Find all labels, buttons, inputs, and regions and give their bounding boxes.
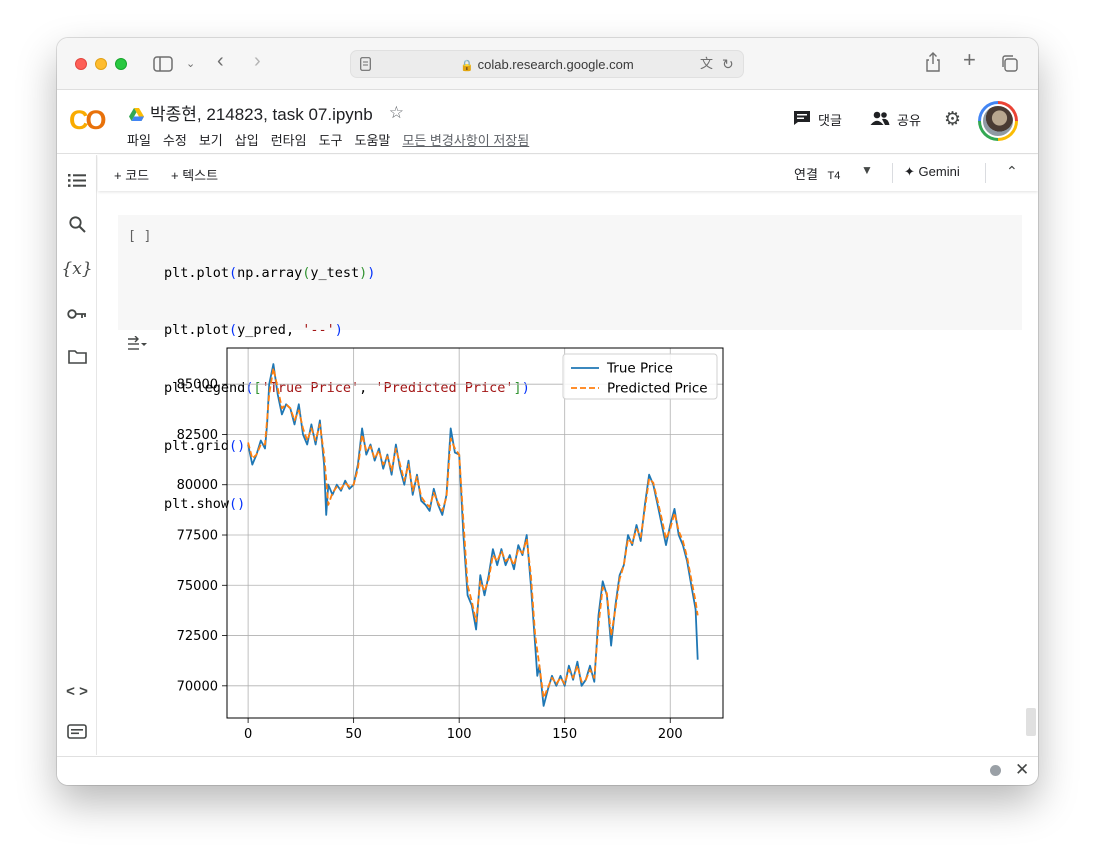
left-sidebar: {x} < > (57, 155, 97, 755)
search-icon[interactable] (57, 216, 97, 238)
plot-frame (226, 347, 724, 719)
user-avatar[interactable] (978, 101, 1018, 141)
url-label: colab.research.google.com (477, 57, 634, 72)
address-bar[interactable]: 🔒 colab.research.google.com 文 ↻ (350, 50, 744, 78)
save-status-link[interactable]: 모든 변경사항이 저장됨 (402, 133, 530, 148)
chevron-down-icon[interactable]: ⌄ (186, 58, 196, 70)
gemini-label: Gemini (918, 164, 960, 179)
files-folder-icon[interactable] (57, 349, 97, 369)
output-toggle-icon[interactable] (127, 335, 147, 356)
browser-toolbar: ⌄ ‹ › 🔒 colab.research.google.com 文 ↻ + (57, 38, 1038, 90)
runtime-dropdown-icon[interactable]: ▼ (861, 163, 873, 177)
menu-view[interactable]: 보기 (198, 133, 223, 148)
y-tick-label: 75000 (177, 579, 218, 594)
lock-icon: 🔒 (460, 60, 474, 72)
runtime-type-label: T4 (827, 170, 841, 182)
comment-button[interactable]: 댓글 (793, 110, 842, 129)
connect-label: 연결 (794, 167, 818, 182)
comment-icon (793, 110, 811, 129)
code-cell[interactable]: [ ] plt.plot(np.array(y_test)) plt.plot(… (118, 215, 1022, 512)
table-of-contents-icon[interactable] (57, 173, 97, 193)
status-footer: ✕ (57, 756, 1038, 785)
status-dot-icon (990, 765, 1001, 776)
add-text-button[interactable]: + 텍스트 (171, 168, 219, 183)
menu-insert[interactable]: 삽입 (234, 133, 259, 148)
gemini-button[interactable]: ✦ Gemini (904, 164, 960, 180)
code-line-1: plt.plot(np.array(y_test)) (164, 264, 376, 281)
secrets-key-icon[interactable] (57, 305, 97, 325)
code-line-4: plt.grid() (164, 438, 246, 455)
x-tick-label: 0 (244, 727, 252, 742)
code-line-5: plt.show() (164, 496, 246, 513)
x-tick-label: 200 (658, 727, 683, 742)
url-text: 🔒 colab.research.google.com (351, 57, 743, 72)
add-code-button[interactable]: + 코드 (114, 168, 150, 183)
back-icon[interactable]: ‹ (217, 50, 224, 72)
colab-header: CO 박종현, 214823, task 07.ipynb ☆ 파일 수정 보기… (57, 91, 1038, 154)
y-tick-label: 80000 (177, 478, 218, 493)
share-icon[interactable] (925, 52, 941, 74)
toolbar-divider-2 (985, 163, 986, 183)
tab-overview-icon[interactable] (1000, 54, 1018, 76)
people-icon (870, 111, 890, 128)
toolbar-divider (892, 163, 893, 183)
share-button[interactable]: 공유 (870, 110, 921, 129)
menu-edit[interactable]: 수정 (162, 133, 187, 148)
legend-box (562, 353, 718, 400)
legend-label-predicted-price: Predicted Price (607, 381, 708, 397)
y-tick-label: 77500 (177, 529, 218, 544)
star-icon[interactable]: ☆ (388, 102, 404, 122)
price-line-chart: 0 50 100 150 200 70000 72500 75000 77500 80000 825… (177, 347, 724, 742)
zoom-window-button[interactable] (115, 58, 127, 70)
x-tick-label: 150 (552, 727, 577, 742)
google-drive-icon (129, 106, 144, 121)
notebook-title[interactable]: 박종현, 214823, task 07.ipynb ☆ (129, 100, 404, 125)
notebook-title-text[interactable]: 박종현, 214823, task 07.ipynb (150, 105, 373, 124)
comment-label: 댓글 (818, 113, 842, 128)
legend-label-true-price: True Price (606, 361, 673, 377)
menu-tools[interactable]: 도구 (318, 133, 343, 148)
new-tab-icon[interactable]: + (963, 47, 976, 72)
sidebar-toggle-icon[interactable] (153, 56, 173, 76)
page-icon (360, 57, 371, 75)
colab-logo[interactable]: CO (69, 105, 107, 135)
y-tick-label: 72500 (177, 629, 218, 644)
translate-icon[interactable]: 文 (700, 56, 714, 71)
settings-gear-icon[interactable]: ⚙ (944, 109, 962, 130)
x-tick-label: 100 (447, 727, 472, 742)
menu-help[interactable]: 도움말 (354, 133, 391, 148)
close-icon[interactable]: ✕ (1015, 760, 1030, 779)
minimize-window-button[interactable] (95, 58, 107, 70)
forward-icon[interactable]: › (254, 50, 261, 72)
variables-icon[interactable]: {x} (61, 259, 93, 279)
run-cell-button[interactable]: [ ] (128, 229, 152, 244)
x-tick-label: 50 (345, 727, 362, 742)
menu-bar: 파일 수정 보기 삽입 런타임 도구 도움말 모든 변경사항이 저장됨 (127, 130, 529, 149)
gemini-sparkle-icon: ✦ (904, 164, 915, 179)
browser-window: ⌄ ‹ › 🔒 colab.research.google.com 文 ↻ + … (57, 38, 1038, 785)
code-snippets-icon[interactable]: < > (66, 683, 88, 700)
y-tick-label: 85000 (177, 378, 218, 393)
vertical-scrollbar[interactable] (1026, 708, 1036, 736)
notebook-toolbar: + 코드 + 텍스트 연결 T4 ▼ ✦ Gemini ⌃ (98, 155, 1038, 191)
y-tick-label: 82500 (177, 428, 218, 443)
menu-runtime[interactable]: 런타임 (270, 133, 307, 148)
y-tick-label: 70000 (177, 679, 218, 694)
series-line-predicted-price (247, 367, 699, 699)
terminal-icon[interactable] (57, 724, 97, 744)
share-label: 공유 (897, 113, 921, 128)
menu-file[interactable]: 파일 (127, 133, 151, 148)
close-window-button[interactable] (75, 58, 87, 70)
collapse-chevron-icon[interactable]: ⌃ (1006, 163, 1018, 179)
connect-button[interactable]: 연결 T4 (794, 164, 840, 183)
code-line-2: plt.plot(y_pred, '--') (164, 322, 343, 339)
reload-icon[interactable]: ↻ (722, 56, 734, 72)
